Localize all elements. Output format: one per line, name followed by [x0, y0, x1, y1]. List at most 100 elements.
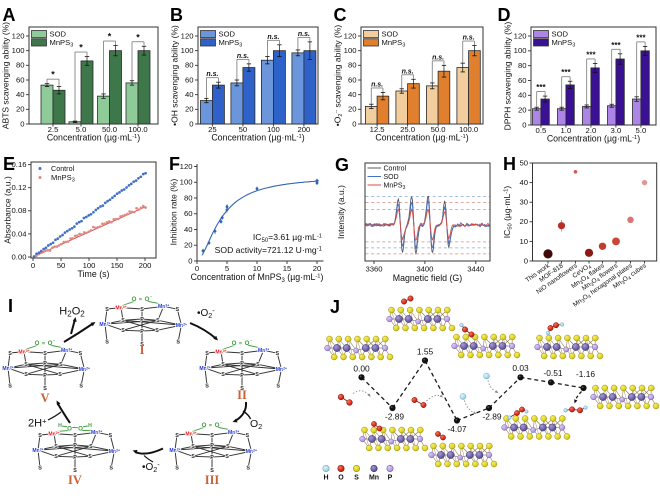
svg-text:S: S	[256, 362, 260, 368]
svg-text:S: S	[226, 444, 230, 450]
svg-text:Concentration (µg·mL-1​): Concentration (µg·mL-1​)	[47, 133, 140, 143]
svg-text:10: 10	[519, 237, 528, 246]
svg-text:40: 40	[518, 91, 527, 100]
svg-text:H: H	[323, 475, 328, 482]
svg-text:S: S	[88, 454, 92, 460]
svg-text:=: =	[209, 423, 212, 429]
svg-text:40: 40	[519, 178, 528, 187]
svg-text:S: S	[175, 433, 179, 439]
svg-text:=: =	[139, 297, 142, 303]
svg-text:I: I	[8, 296, 13, 316]
svg-text:50: 50	[519, 158, 528, 167]
svg-text:S: S	[276, 383, 280, 389]
svg-text:Intensity (a.u.): Intensity (a.u.)	[336, 185, 346, 239]
svg-text:S: S	[221, 362, 225, 368]
svg-text:P: P	[388, 475, 393, 482]
svg-text:S: S	[89, 444, 93, 450]
svg-text:=: =	[42, 341, 45, 347]
svg-text:40: 40	[348, 90, 357, 99]
svg-text:H: H	[58, 423, 62, 429]
svg-text:***: ***	[536, 83, 546, 92]
svg-text:P: P	[43, 373, 47, 379]
svg-text:P: P	[240, 373, 244, 379]
svg-text:***: ***	[611, 41, 621, 50]
svg-text:n.s.: n.s.	[267, 34, 279, 41]
svg-text:40: 40	[184, 225, 193, 234]
svg-text:60: 60	[185, 75, 194, 84]
svg-text:S: S	[24, 362, 28, 368]
svg-text:P: P	[210, 443, 214, 449]
svg-text:30: 30	[519, 198, 528, 207]
svg-text:O: O	[35, 340, 40, 347]
svg-text:Concentration (µg·mL-1​): Concentration (µg·mL-1​)	[375, 133, 468, 143]
svg-text:100: 100	[181, 46, 194, 55]
svg-text:O: O	[78, 426, 83, 433]
svg-text:-2.89: -2.89	[482, 412, 501, 422]
svg-text:P: P	[43, 361, 47, 367]
svg-text:0.16: 0.16	[12, 160, 27, 169]
svg-text:n.s.: n.s.	[206, 71, 218, 78]
svg-text:0.12: 0.12	[12, 183, 27, 192]
svg-text:G: G	[335, 155, 349, 175]
svg-text:20: 20	[519, 217, 528, 226]
svg-text:S: S	[246, 465, 250, 471]
svg-text:S: S	[191, 454, 195, 460]
svg-text:S: S	[79, 383, 83, 389]
svg-text:120: 120	[344, 31, 357, 40]
svg-text:60: 60	[348, 75, 357, 84]
svg-text:ABTS scavenging ability (%): ABTS scavenging ability (%)	[1, 22, 11, 129]
svg-text:100: 100	[12, 46, 25, 55]
svg-text:S: S	[155, 328, 159, 334]
svg-text:0.08: 0.08	[12, 206, 27, 215]
svg-text:120: 120	[181, 31, 194, 40]
svg-text:-0.51: -0.51	[543, 368, 562, 378]
svg-text:V: V	[40, 391, 49, 405]
svg-text:S: S	[58, 372, 62, 378]
svg-text:O: O	[232, 340, 237, 347]
svg-text:120: 120	[12, 31, 25, 40]
svg-text:60: 60	[16, 75, 25, 84]
svg-text:DPPH scavenging ability (%): DPPH scavenging ability (%)	[503, 22, 513, 131]
svg-text:S: S	[221, 372, 225, 378]
svg-text:Concentration (µg·mL-1​): Concentration (µg·mL-1​)	[547, 134, 640, 144]
svg-text:O: O	[338, 475, 344, 482]
svg-text:120: 120	[514, 31, 527, 40]
svg-text:0: 0	[352, 119, 356, 128]
svg-text:60: 60	[518, 76, 527, 85]
svg-text:O: O	[132, 296, 137, 303]
svg-text:0: 0	[20, 119, 24, 128]
svg-text:S: S	[175, 307, 179, 313]
svg-text:80: 80	[16, 61, 25, 70]
svg-text:80: 80	[185, 61, 194, 70]
svg-text:S: S	[210, 433, 214, 439]
svg-text:S: S	[175, 465, 179, 471]
svg-text:80: 80	[184, 193, 193, 202]
svg-text:S: S	[240, 351, 244, 357]
svg-text:***: ***	[636, 33, 646, 42]
svg-text:3440: 3440	[467, 265, 484, 274]
svg-text:n.s.: n.s.	[402, 68, 414, 75]
svg-text:S: S	[43, 351, 47, 357]
svg-text:S: S	[140, 307, 144, 313]
svg-text:S: S	[225, 454, 229, 460]
svg-text:H: H	[88, 423, 92, 429]
svg-text:O: O	[202, 422, 207, 429]
svg-text:0.03: 0.03	[512, 363, 529, 373]
svg-text:S: S	[354, 475, 359, 482]
svg-text:0: 0	[31, 261, 35, 270]
svg-text:S: S	[8, 383, 12, 389]
svg-text:S: S	[105, 307, 109, 313]
svg-text:n.s.: n.s.	[463, 35, 475, 42]
svg-text:***: ***	[561, 68, 571, 77]
svg-text:S: S	[38, 433, 42, 439]
svg-text:S: S	[255, 372, 259, 378]
svg-text:Concentration (µg·mL-1​): Concentration (µg·mL-1​)	[211, 133, 304, 143]
svg-text:n.s.: n.s.	[371, 81, 383, 88]
svg-text:200: 200	[139, 261, 152, 270]
svg-text:Time (s): Time (s)	[78, 269, 110, 279]
svg-text:S: S	[38, 465, 42, 471]
svg-text:SOD activity=721.12 U·mg-1: SOD activity=721.12 U·mg-1	[215, 245, 323, 255]
svg-text:***: ***	[586, 50, 596, 59]
svg-text:B: B	[170, 5, 183, 25]
svg-text:S: S	[205, 383, 209, 389]
